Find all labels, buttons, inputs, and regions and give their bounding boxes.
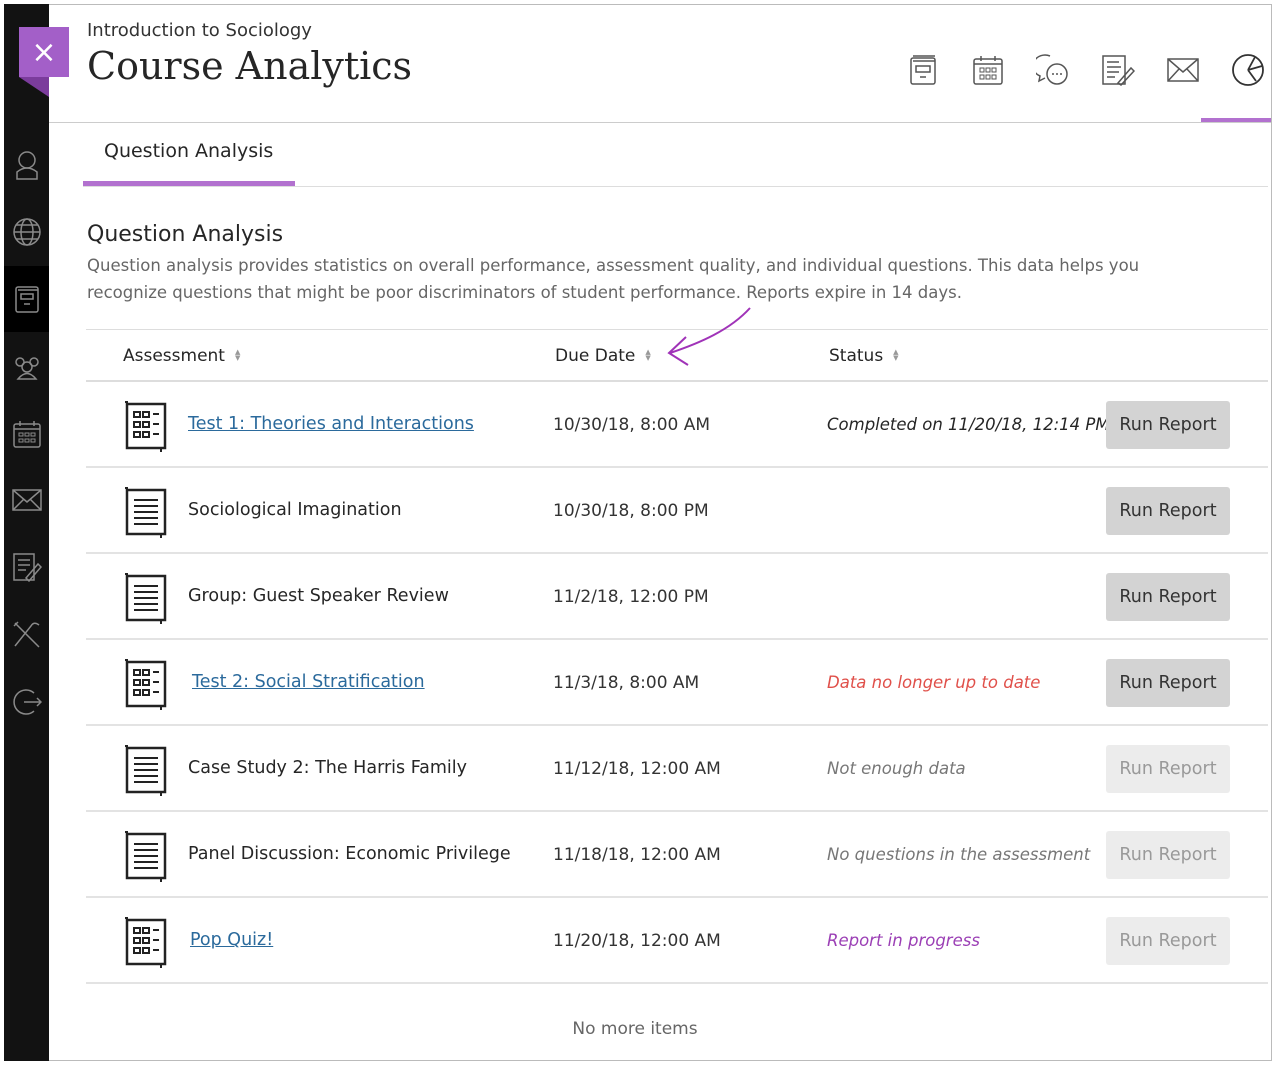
calendar-icon[interactable] bbox=[4, 401, 49, 467]
column-label: Assessment bbox=[123, 346, 225, 366]
sort-icon[interactable]: ▲ ▼ bbox=[645, 348, 651, 362]
run-report-button[interactable]: Run Report bbox=[1106, 401, 1230, 449]
column-status[interactable]: Status ▲ ▼ bbox=[829, 346, 899, 366]
due-date: 11/20/18, 12:00 AM bbox=[553, 931, 721, 951]
assignment-icon bbox=[121, 572, 171, 628]
messages-icon[interactable] bbox=[1150, 50, 1215, 90]
table-row: Sociological Imagination 10/30/18, 8:00 … bbox=[86, 468, 1268, 554]
top-nav bbox=[890, 50, 1280, 90]
sidebar bbox=[4, 4, 49, 1061]
run-report-button[interactable]: Run Report bbox=[1106, 573, 1230, 621]
column-assessment[interactable]: Assessment ▲ ▼ bbox=[123, 346, 240, 366]
run-report-button[interactable]: Run Report bbox=[1106, 917, 1230, 965]
table-row: Pop Quiz! 11/20/18, 12:00 AM Report in p… bbox=[86, 898, 1268, 984]
sort-icon[interactable]: ▲ ▼ bbox=[234, 348, 241, 362]
sign-out-icon[interactable] bbox=[4, 669, 49, 735]
test-icon bbox=[121, 916, 171, 972]
divider bbox=[83, 186, 1268, 187]
assignments-icon[interactable] bbox=[1085, 50, 1150, 90]
due-date: 11/2/18, 12:00 PM bbox=[553, 587, 709, 607]
course-name: Introduction to Sociology bbox=[87, 20, 312, 41]
column-due-date[interactable]: Due Date ▲ ▼ bbox=[555, 346, 651, 366]
close-button-flag bbox=[19, 77, 49, 97]
gradebook-icon[interactable] bbox=[890, 50, 955, 90]
assessment-name: Panel Discussion: Economic Privilege bbox=[188, 844, 511, 864]
active-tab-indicator bbox=[83, 181, 295, 186]
due-date: 11/12/18, 12:00 AM bbox=[553, 759, 721, 779]
table-row: Panel Discussion: Economic Privilege 11/… bbox=[86, 812, 1268, 898]
discussions-icon[interactable] bbox=[1020, 50, 1085, 90]
test-icon bbox=[121, 400, 171, 456]
assessment-name: Sociological Imagination bbox=[188, 500, 402, 520]
run-report-button[interactable]: Run Report bbox=[1106, 659, 1230, 707]
status-text: No questions in the assessment bbox=[827, 845, 1091, 864]
assessment-name[interactable]: Test 2: Social Stratification bbox=[192, 672, 425, 692]
table-row: Test 2: Social Stratification 11/3/18, 8… bbox=[86, 640, 1268, 726]
annotation-arrow bbox=[667, 307, 751, 366]
table-header: Assessment ▲ ▼ Due Date ▲ ▼ Status ▲ ▼ bbox=[86, 329, 1268, 382]
organizations-icon[interactable] bbox=[4, 334, 49, 400]
tools-icon[interactable] bbox=[4, 602, 49, 668]
column-label: Status bbox=[829, 346, 884, 366]
status-text: Not enough data bbox=[827, 759, 966, 778]
due-date: 11/3/18, 8:00 AM bbox=[553, 673, 700, 693]
status-text: Data no longer up to date bbox=[827, 673, 1041, 692]
divider bbox=[49, 122, 1271, 123]
table-row: Test 1: Theories and Interactions 10/30/… bbox=[86, 382, 1268, 468]
page-title: Course Analytics bbox=[87, 44, 413, 88]
assessment-name[interactable]: Test 1: Theories and Interactions bbox=[188, 414, 474, 434]
assessment-name: Group: Guest Speaker Review bbox=[188, 586, 449, 606]
sort-icon[interactable]: ▲ ▼ bbox=[893, 348, 899, 362]
section-description: Question analysis provides statistics on… bbox=[87, 256, 1140, 302]
due-date: 10/30/18, 8:00 PM bbox=[553, 501, 709, 521]
no-more-items: No more items bbox=[572, 1019, 698, 1039]
tab-question-analysis[interactable]: Question Analysis bbox=[104, 140, 274, 162]
assignment-icon bbox=[121, 744, 171, 800]
analytics-icon[interactable] bbox=[1215, 50, 1280, 90]
status-text: Report in progress bbox=[827, 931, 980, 950]
column-label: Due Date bbox=[555, 346, 636, 366]
table-row: Group: Guest Speaker Review 11/2/18, 12:… bbox=[86, 554, 1268, 640]
close-button[interactable]: × bbox=[19, 27, 69, 77]
institution-icon[interactable] bbox=[4, 199, 49, 265]
test-icon bbox=[121, 658, 171, 714]
calendar-icon[interactable] bbox=[955, 50, 1020, 90]
run-report-button[interactable]: Run Report bbox=[1106, 745, 1230, 793]
profile-icon[interactable] bbox=[4, 132, 49, 198]
run-report-button[interactable]: Run Report bbox=[1106, 487, 1230, 535]
assessment-name: Case Study 2: The Harris Family bbox=[188, 758, 468, 778]
due-date: 11/18/18, 12:00 AM bbox=[553, 845, 721, 865]
run-report-button[interactable]: Run Report bbox=[1106, 831, 1230, 879]
window-frame bbox=[4, 4, 1272, 1061]
section-title: Question Analysis bbox=[87, 222, 284, 247]
courses-icon[interactable] bbox=[4, 266, 49, 332]
due-date: 10/30/18, 8:00 AM bbox=[553, 415, 711, 435]
assessment-name[interactable]: Pop Quiz! bbox=[190, 930, 274, 950]
assignment-icon bbox=[121, 486, 171, 542]
grades-icon[interactable] bbox=[4, 534, 49, 600]
assignment-icon bbox=[121, 830, 171, 886]
messages-icon[interactable] bbox=[4, 467, 49, 533]
table-row: Case Study 2: The Harris Family 11/12/18… bbox=[86, 726, 1268, 812]
active-nav-indicator bbox=[1201, 118, 1271, 122]
status-text: Completed on 11/20/18, 12:14 PM bbox=[827, 415, 1110, 434]
